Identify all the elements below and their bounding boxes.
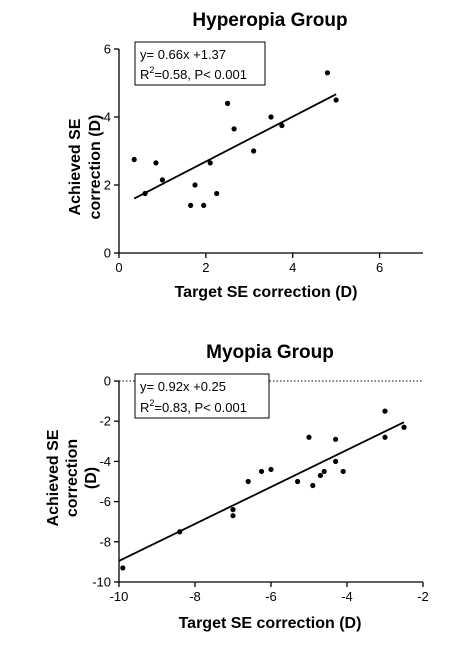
data-point (230, 507, 236, 513)
data-point (306, 434, 312, 440)
data-point (268, 466, 274, 473)
y-axis-title: Achieved SE correction (D) (67, 115, 104, 220)
stats-annotation: y= 0.92x +0.25 R2=0.83, P< 0.001 (134, 373, 270, 419)
fit-layer (118, 421, 405, 562)
data-point (317, 472, 323, 479)
x-tick-label: 4 (289, 260, 296, 275)
data-point (333, 97, 339, 103)
data-point (295, 478, 301, 485)
data-point (207, 160, 213, 166)
data-point (177, 529, 183, 535)
stats-box (134, 373, 270, 419)
axes: -10 -8 -6 -4 -2 -10 -8 -6 -4 -2 0 (92, 374, 429, 605)
data-point (324, 70, 331, 76)
data-point (279, 122, 285, 129)
y-tick-label: -8 (99, 534, 111, 549)
x-tick-label: 2 (202, 260, 209, 275)
stats-box (134, 41, 266, 86)
y-tick-label: -10 (92, 575, 111, 590)
y-tick-label: 2 (104, 178, 111, 193)
data-point (192, 182, 198, 188)
data-point (131, 156, 137, 163)
regression-line (118, 421, 405, 562)
r-squared-text: R2=0.83, P< 0.001 (140, 398, 247, 415)
x-axis-title: Target SE correction (D) (179, 615, 362, 632)
data-point (268, 114, 274, 120)
regression-equation: y= 0.92x +0.25 (140, 379, 226, 394)
y-axis-title-line-3: (D) (83, 467, 100, 489)
regression-equation: y= 0.66x +1.37 (140, 47, 226, 62)
data-point (230, 513, 236, 519)
r-superscript: 2 (149, 398, 154, 408)
data-point (231, 126, 237, 132)
data-point (201, 202, 207, 208)
data-point (159, 177, 166, 183)
data-point (224, 100, 231, 106)
y-tick-label: -4 (99, 454, 111, 469)
data-point (142, 190, 148, 197)
x-tick-label: -8 (189, 589, 201, 604)
r-superscript: 2 (149, 65, 154, 75)
y-axis-title-line-1: Achieved SE (45, 429, 62, 526)
stats-annotation: y= 0.66x +1.37 R2=0.58, P< 0.001 (134, 41, 266, 86)
r-squared-value: =0.83, P< 0.001 (154, 400, 247, 415)
y-tick-label: 0 (104, 246, 111, 261)
data-point (333, 458, 339, 464)
data-point (382, 434, 388, 440)
x-axis-title: Target SE correction (D) (175, 284, 358, 301)
axes: 0 2 4 6 0 2 4 6 (104, 42, 423, 275)
data-point (340, 468, 346, 475)
points-layer (131, 70, 339, 208)
data-point (310, 482, 316, 489)
x-tick-label: -6 (265, 589, 277, 604)
data-point (214, 190, 220, 197)
y-axis-title-line-2: correction (D) (87, 115, 104, 220)
data-point (251, 148, 257, 154)
y-tick-label: 6 (104, 42, 111, 57)
data-point (153, 160, 159, 166)
y-tick-label: 4 (104, 110, 111, 125)
myopia-chart: Myopia Group Achieved SE correction (D) … (45, 342, 429, 632)
x-tick-label: -2 (417, 589, 429, 604)
y-axis-title-line-1: Achieved SE (67, 118, 84, 215)
y-tick-label: 0 (104, 374, 111, 389)
data-point (188, 202, 194, 208)
fit-layer (133, 93, 337, 200)
y-axis-title: Achieved SE correction (D) (45, 429, 100, 526)
hyperopia-chart: Hyperopia Group Achieved SE correction (… (67, 10, 423, 301)
data-point (120, 565, 126, 571)
regression-line (133, 93, 337, 200)
r-squared-text: R2=0.58, P< 0.001 (140, 65, 247, 82)
y-tick-label: -6 (99, 494, 111, 509)
chart-title: Myopia Group (206, 342, 334, 363)
r-label: R (140, 67, 149, 82)
data-point (245, 478, 251, 485)
x-tick-label: 0 (115, 260, 122, 275)
x-tick-label: 6 (376, 260, 383, 275)
chart-title: Hyperopia Group (192, 10, 347, 31)
r-label: R (140, 400, 149, 415)
r-squared-value: =0.58, P< 0.001 (154, 67, 247, 82)
points-layer (120, 408, 407, 571)
x-tick-label: -10 (110, 589, 129, 604)
data-point (333, 436, 339, 442)
data-point (321, 468, 327, 475)
y-axis-title-line-2: correction (64, 439, 81, 517)
data-point (258, 468, 265, 475)
data-point (401, 424, 407, 430)
data-point (382, 408, 388, 414)
y-tick-label: -2 (99, 414, 111, 429)
x-tick-label: -4 (341, 589, 353, 604)
